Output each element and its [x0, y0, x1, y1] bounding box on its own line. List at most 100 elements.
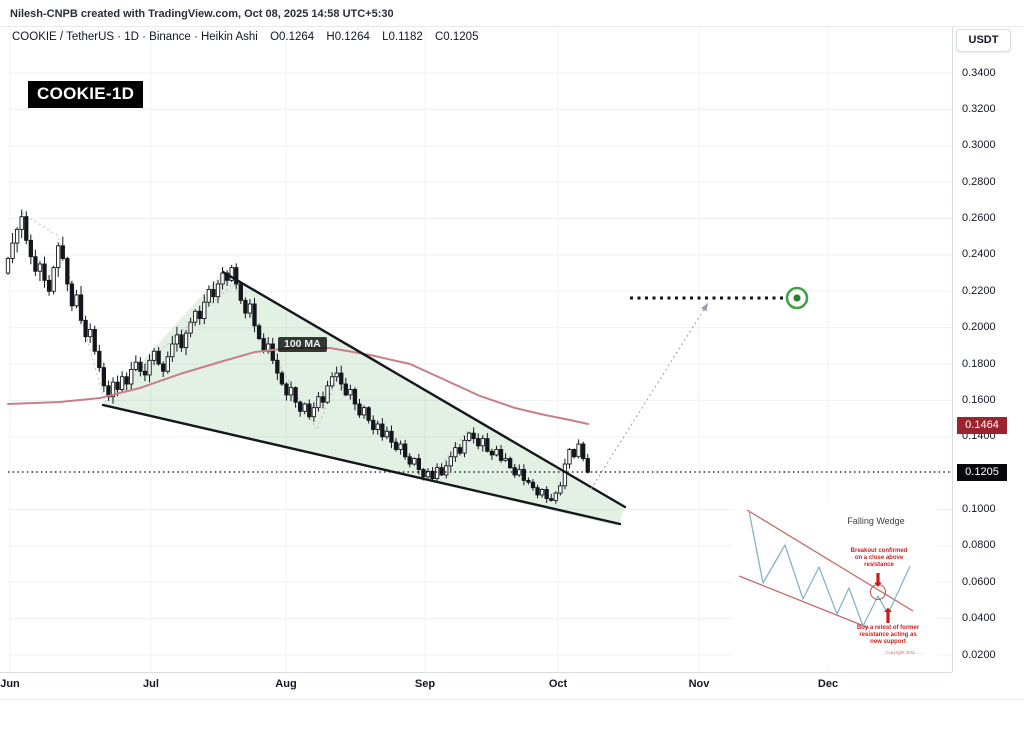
candle-body: [124, 376, 129, 385]
candle: [19, 209, 24, 239]
candle-body: [247, 303, 253, 314]
candle: [526, 477, 531, 485]
candle: [92, 325, 97, 355]
inset-breakout-note: Breakout confirmed on a close above resi…: [850, 548, 908, 569]
candle-body: [503, 458, 508, 461]
candle-body: [193, 310, 198, 323]
inset-price-zigzag: [748, 510, 911, 627]
time-tick-label: Oct: [548, 678, 568, 690]
candle: [256, 323, 262, 341]
candle-body: [119, 376, 125, 390]
candle: [202, 294, 207, 325]
candle-body: [279, 372, 285, 385]
falling-wedge-inset: Falling Wedge Breakout confirmed on a cl…: [733, 502, 937, 664]
wedge-upper-trendline[interactable]: [221, 270, 627, 509]
candle: [142, 363, 148, 382]
ohlc-low-value: L0.1182: [382, 31, 423, 43]
price-tick-label: 0.3400: [962, 66, 996, 79]
candle: [512, 463, 517, 478]
ma-line: [7, 347, 589, 425]
target-dot: [793, 294, 801, 302]
candle: [28, 234, 33, 265]
candle: [24, 211, 29, 245]
candle-body: [115, 381, 120, 390]
candle-body: [151, 350, 157, 361]
candle-body: [42, 263, 47, 281]
candle: [348, 384, 353, 400]
candle: [416, 453, 421, 475]
candle-body: [585, 458, 590, 473]
symbol-title[interactable]: COOKIE / TetherUS · 1D · Binance · Heiki…: [12, 31, 258, 43]
candle: [124, 372, 129, 392]
wedge-lower-trendline[interactable]: [101, 403, 622, 526]
candle: [553, 491, 558, 504]
candle: [229, 264, 234, 282]
candle: [430, 467, 435, 482]
candle-body: [430, 470, 435, 480]
price-tick-label: 0.1800: [962, 357, 996, 370]
candle-body: [553, 492, 558, 501]
time-axis[interactable]: Jun Jul Aug Sep Oct Nov Dec: [0, 672, 952, 698]
candle: [343, 377, 348, 397]
candle: [83, 315, 88, 343]
price-chart-canvas[interactable]: [0, 0, 1024, 700]
candle: [37, 260, 43, 282]
candle: [480, 435, 485, 452]
candle-body: [170, 343, 175, 358]
candle-body: [425, 470, 431, 478]
candle-body: [444, 465, 449, 476]
candle: [307, 399, 312, 420]
candle-body: [448, 456, 453, 467]
candle-body: [393, 441, 399, 450]
candle-body: [83, 319, 88, 338]
candle-body: [434, 467, 440, 480]
candle-body: [357, 403, 362, 416]
candle: [69, 280, 75, 312]
candle: [357, 398, 362, 418]
candle: [5, 256, 11, 275]
candle-body: [78, 294, 84, 321]
candle-body: [471, 432, 476, 440]
candle: [206, 285, 212, 307]
candle-body: [10, 242, 15, 259]
time-tick-label: Sep: [414, 678, 436, 690]
inset-retest-note: Buy a retest of former resistance acting…: [856, 625, 920, 646]
inset-support-line: [738, 575, 870, 629]
candle: [521, 464, 526, 486]
candle-body: [161, 363, 166, 372]
candle-body: [508, 458, 513, 469]
candle-body: [320, 396, 326, 403]
candle-body: [202, 301, 207, 319]
candle-body: [462, 439, 467, 454]
candle-body: [412, 458, 417, 465]
candle: [320, 391, 326, 409]
price-tick-label: 0.2000: [962, 321, 996, 334]
candle: [530, 479, 536, 491]
candle-body: [206, 288, 212, 303]
candle-body: [19, 216, 24, 230]
time-tick-label: Jun: [0, 678, 20, 690]
candle: [238, 281, 243, 304]
target-circle[interactable]: [785, 286, 809, 310]
candle: [234, 263, 239, 289]
price-tick-label: 0.3200: [962, 102, 996, 115]
candle: [549, 493, 554, 502]
price-axis[interactable]: 0.3400 0.3200 0.3000 0.2800 0.2600 0.2400 0.22…: [962, 0, 1024, 672]
candle: [129, 361, 134, 392]
price-tick-label: 0.2600: [962, 212, 996, 224]
currency-toggle-button[interactable]: USDT: [956, 29, 1011, 52]
candle-body: [142, 370, 148, 376]
candle: [476, 433, 481, 450]
wedge-area: [103, 272, 625, 526]
candle-body: [183, 332, 189, 349]
candle-body: [581, 443, 586, 460]
candle-body: [339, 372, 344, 385]
candle: [471, 427, 476, 444]
candle-body: [352, 389, 358, 405]
candle-body: [179, 334, 184, 349]
candle: [334, 366, 339, 382]
candle: [380, 418, 385, 441]
candle: [147, 354, 152, 383]
candle-body: [46, 279, 52, 292]
